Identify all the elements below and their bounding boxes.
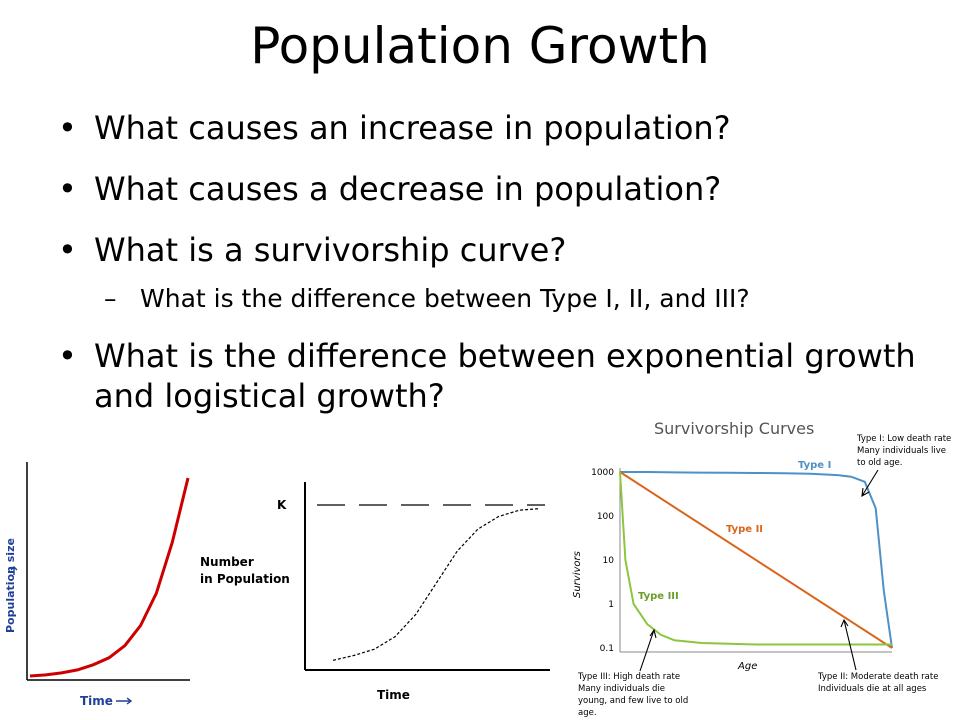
slide-title: Population Growth xyxy=(250,17,710,75)
survivorship-chart: Survivorship Curves 1000 100 10 1 0.1 Surviv… xyxy=(572,419,951,718)
exponential-growth-chart: Population size Time xyxy=(4,462,190,708)
survivorship-ytick-1: 100 xyxy=(597,512,614,522)
type3-arrow-icon xyxy=(639,628,657,672)
bullet-growth: What is the difference between exponenti… xyxy=(58,336,918,416)
type3-curve xyxy=(619,471,892,646)
bullet-decrease: What causes a decrease in population? xyxy=(58,169,918,209)
exp-xlabel: Time xyxy=(80,694,113,708)
type2-note-line1: Type II: Moderate death rate xyxy=(817,672,938,682)
exp-xlabel-arrow-icon xyxy=(116,697,133,705)
bullet-survivorship: What is a survivorship curve? xyxy=(58,230,918,270)
bullet-list: What causes an increase in population? W… xyxy=(58,108,918,437)
type2-note-line2: Individuals die at all ages xyxy=(818,684,927,694)
type3-note-line1: Type III: High death rate xyxy=(577,672,680,682)
logistic-curve xyxy=(332,508,541,661)
exponential-curve xyxy=(29,477,190,678)
survivorship-y-ticks: 1000 100 10 1 0.1 xyxy=(591,468,614,654)
exp-ylabel: Population size xyxy=(4,538,17,633)
survivorship-ytick-4: 0.1 xyxy=(600,644,614,654)
type1-note-line1: Type I: Low death rate xyxy=(856,434,951,444)
logistic-growth-chart: Number in Population K Time xyxy=(200,482,550,702)
exp-ylabel-arrow-icon xyxy=(10,566,18,575)
type3-note-line4: age. xyxy=(578,708,597,718)
survivorship-ytick-2: 10 xyxy=(603,556,615,566)
survivorship-ytick-3: 1 xyxy=(608,600,614,610)
type2-label: Type II xyxy=(726,524,763,535)
type1-note-line2: Many individuals live xyxy=(857,446,946,456)
survivorship-ytick-0: 1000 xyxy=(591,468,614,478)
survivorship-ylabel: Survivors xyxy=(572,551,583,598)
type2-arrow-icon xyxy=(840,618,857,671)
carrying-capacity-label: K xyxy=(277,498,287,512)
sub-bullet-types: What is the difference between Type I, I… xyxy=(58,283,918,315)
type3-note-line3: young, and few live to old xyxy=(578,696,688,706)
type3-note-line2: Many individuals die xyxy=(578,684,665,694)
type1-curve xyxy=(620,471,893,649)
type3-label: Type III xyxy=(638,591,679,602)
survivorship-title: Survivorship Curves xyxy=(654,419,814,438)
logistic-ylabel-line2: in Population xyxy=(200,572,290,586)
logistic-xlabel: Time xyxy=(377,688,410,702)
logistic-ylabel-line1: Number xyxy=(200,555,254,569)
type1-label: Type I xyxy=(798,460,831,471)
type1-arrow-icon xyxy=(861,469,879,498)
type1-note-line3: to old age. xyxy=(857,458,902,468)
type2-curve xyxy=(619,471,893,649)
survivorship-xlabel: Age xyxy=(737,661,757,672)
bullet-increase: What causes an increase in population? xyxy=(58,108,918,148)
